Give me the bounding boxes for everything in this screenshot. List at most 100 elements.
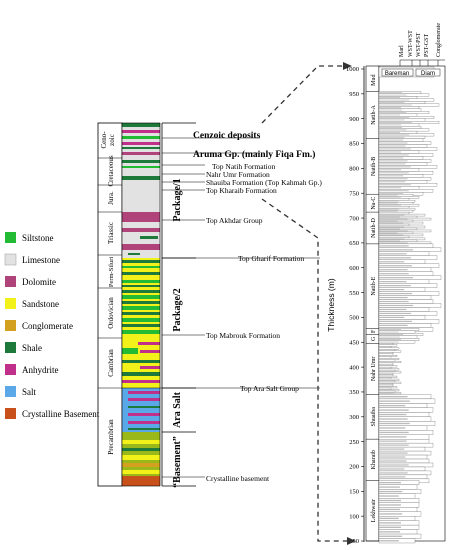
log-bed-fill — [379, 208, 399, 210]
log-bed-fill — [379, 232, 398, 234]
log-bed-fill — [379, 320, 412, 322]
log-bed-fill — [379, 127, 403, 128]
y-tick-label: 900 — [349, 116, 359, 123]
y-tick-label: 150 — [349, 489, 359, 496]
legend-item-sandstone: Sandstone — [5, 298, 59, 309]
log-bed — [378, 380, 396, 383]
top-label: Top Ara Salt Group — [240, 384, 299, 393]
top-label: Crystalline basement — [206, 474, 270, 483]
y-tick-label: 100 — [349, 513, 359, 520]
log-bed-fill — [379, 499, 401, 502]
legend-item-dolomite: Dolomite — [5, 276, 56, 287]
y-tick-label: 1000 — [346, 66, 359, 73]
log-bed — [378, 368, 400, 371]
unit-label: Natih-A — [371, 104, 377, 124]
lithology-column — [121, 122, 161, 487]
log-bed-fill — [379, 334, 404, 335]
legend-item-shale: Shale — [5, 342, 42, 353]
log-bed — [378, 387, 392, 390]
log-bed-fill — [379, 175, 404, 177]
log-bed-fill — [379, 339, 401, 340]
log-bed-fill — [379, 331, 399, 333]
log-bed-fill — [379, 216, 400, 218]
log-bed-fill — [379, 444, 409, 446]
log-bed-fill — [379, 513, 403, 515]
log-bed-fill — [379, 151, 401, 153]
log-bed — [378, 353, 394, 356]
log-bed-fill — [379, 531, 400, 533]
legend-item-siltstone: Siltstone — [5, 232, 54, 243]
log-bed-fill — [379, 312, 411, 315]
log-bed-fill — [379, 476, 406, 478]
log-bed-fill — [379, 495, 399, 497]
period-label: Precambrian — [107, 419, 115, 455]
unit-label: Natih-D — [371, 217, 377, 237]
log-bed-fill — [379, 200, 399, 202]
log-bed-fill — [379, 261, 405, 263]
log-bed-fill — [379, 436, 407, 438]
log-bed-fill — [379, 468, 405, 470]
log-bed-fill — [379, 242, 408, 244]
log-bed-fill — [379, 273, 409, 275]
log-bed-fill — [379, 265, 412, 267]
y-tick-label: 350 — [349, 389, 359, 396]
unit-label: Lekhwair — [371, 499, 377, 522]
log-bed — [378, 349, 396, 351]
log-bed — [378, 359, 396, 362]
log-bed — [378, 372, 394, 375]
log-bed-fill — [379, 329, 401, 330]
log-bed — [378, 211, 410, 215]
period-label: Jura. — [107, 191, 115, 205]
y-tick-label: 650 — [349, 240, 359, 247]
log-bed — [378, 375, 398, 378]
log-bed-fill — [379, 190, 409, 192]
log-bed-fill — [379, 324, 408, 326]
log-bed — [378, 344, 398, 347]
y-tick-label: 50 — [353, 538, 360, 545]
log-bed-fill — [379, 452, 408, 454]
log-bed-fill — [379, 172, 409, 174]
log-bed-fill — [379, 102, 405, 103]
top-label: Aruma Gp. (mainly Fiqa Fm.) — [193, 149, 315, 160]
log-bed-fill — [379, 234, 404, 236]
log-bed-fill — [379, 222, 404, 224]
log-bed-fill — [379, 163, 406, 165]
log-bed — [378, 362, 394, 365]
log-bed — [378, 360, 402, 363]
log-bed-fill — [379, 214, 405, 216]
log-bed-fill — [379, 422, 410, 425]
log-bed-fill — [379, 145, 406, 147]
log-bed — [378, 374, 394, 377]
log-bed-fill — [379, 154, 409, 156]
log-bed-fill — [379, 249, 414, 251]
log-bed-fill — [379, 504, 401, 506]
log-bed-fill — [379, 196, 401, 198]
unit-label: Natih-E — [371, 276, 377, 295]
log-bed-fill — [379, 204, 401, 206]
log-bed-fill — [379, 490, 403, 493]
top-label: Top Mabrouk Formation — [206, 331, 280, 340]
log-bed-fill — [379, 169, 401, 171]
log-bed-fill — [379, 281, 407, 283]
log-bed-fill — [379, 418, 408, 420]
period-column: Ceno- zoic Cretaceous Jura. Triassic Per… — [97, 122, 123, 487]
unit-label: Natih-B — [371, 157, 377, 176]
zoom-connectors — [261, 65, 350, 542]
log-bed — [378, 381, 402, 384]
arrow-head-top — [343, 62, 352, 70]
log-bed-fill — [379, 157, 404, 159]
y-tick-label: 700 — [349, 215, 359, 222]
log-bed-fill — [379, 292, 412, 295]
top-label: Top Kharaib Formation — [206, 186, 277, 195]
y-tick-label: 250 — [349, 439, 359, 446]
period-label: Triassic — [107, 222, 115, 244]
log-bed-fill — [379, 486, 400, 488]
legend-label: Dolomite — [22, 277, 56, 287]
log-bed-fill — [379, 300, 409, 303]
legend-label: Siltstone — [22, 233, 54, 243]
legend-item-crystalline-basement: Crystalline Basement — [5, 408, 100, 419]
unit-label: Na-C — [371, 197, 377, 210]
top-label: Nahr Umr Formation — [206, 170, 270, 179]
header-box-diam — [415, 68, 441, 77]
period-label: zoic — [108, 134, 116, 146]
